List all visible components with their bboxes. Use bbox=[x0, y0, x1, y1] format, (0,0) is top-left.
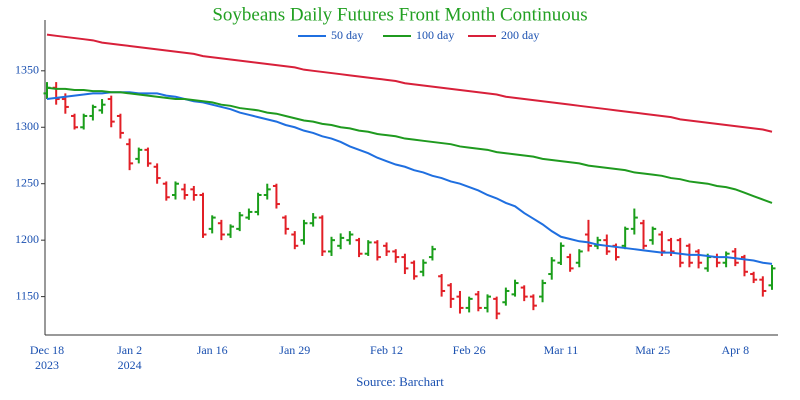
x-tick-label: Apr 8 bbox=[721, 343, 750, 357]
y-tick-label: 1250 bbox=[15, 175, 39, 189]
x-tick-label: Jan 16 bbox=[196, 343, 228, 357]
legend-label: 50 day bbox=[331, 28, 363, 42]
legend-label: 100 day bbox=[416, 28, 454, 42]
x-tick-label: Mar 25 bbox=[635, 343, 671, 357]
x-tick-label: Jan 29 bbox=[279, 343, 311, 357]
y-tick-label: 1150 bbox=[15, 288, 39, 302]
legend-label: 200 day bbox=[501, 28, 539, 42]
source: Source: Barchart bbox=[356, 374, 444, 389]
chart-title: Soybeans Daily Futures Front Month Conti… bbox=[212, 4, 587, 25]
x-tick-label: Mar 11 bbox=[543, 343, 579, 357]
ma-line bbox=[46, 33, 773, 133]
x-tick-label: Dec 18 2023 bbox=[29, 343, 65, 372]
ma-line bbox=[46, 91, 773, 265]
x-tick-label: Jan 2 2024 bbox=[117, 343, 143, 372]
ma-line bbox=[46, 86, 773, 204]
y-tick-label: 1200 bbox=[15, 232, 39, 246]
y-tick-label: 1350 bbox=[15, 63, 39, 77]
x-tick-label: Feb 12 bbox=[370, 343, 404, 357]
x-tick-label: Feb 26 bbox=[452, 343, 486, 357]
y-tick-label: 1300 bbox=[15, 119, 39, 133]
